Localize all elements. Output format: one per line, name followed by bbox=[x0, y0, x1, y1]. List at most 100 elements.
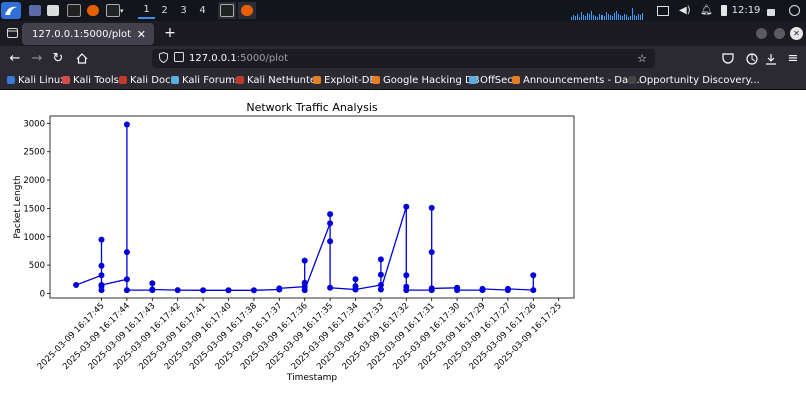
workspace-3[interactable]: 3 bbox=[180, 5, 187, 16]
back-button[interactable]: ← bbox=[9, 50, 21, 66]
reload-button[interactable]: ↻ bbox=[52, 50, 64, 66]
y-axis: 0 500 1000 1500 2000 2500 3000 bbox=[23, 119, 50, 299]
desktop-icon[interactable] bbox=[29, 2, 41, 19]
bookmark-star-icon[interactable]: ☆ bbox=[637, 52, 647, 65]
workspace-4[interactable]: 4 bbox=[199, 5, 206, 16]
bookmark-label: Announcements - Das... bbox=[523, 74, 643, 86]
data-point bbox=[352, 276, 359, 283]
bookmark-kali-linux[interactable]: Kali Linux bbox=[7, 73, 66, 87]
clock[interactable]: 12:19 bbox=[731, 5, 761, 16]
bookmark-kali-nethunter[interactable]: Kali NetHunter bbox=[236, 73, 320, 87]
firefox-icon[interactable] bbox=[238, 2, 256, 19]
y-tick-label: 1000 bbox=[23, 233, 45, 243]
data-point bbox=[377, 271, 384, 278]
data-point bbox=[301, 287, 308, 294]
bookmark-favicon-icon bbox=[236, 76, 244, 84]
data-point bbox=[98, 272, 105, 279]
home-button[interactable] bbox=[75, 51, 89, 65]
browser-tab[interactable]: 127.0.0.1:5000/plot ✕ bbox=[22, 23, 154, 45]
bookmark-kali-docs[interactable]: Kali Docs bbox=[119, 73, 176, 87]
data-point bbox=[98, 282, 105, 288]
bookmark-kali-tools[interactable]: Kali Tools bbox=[62, 73, 119, 87]
url-path: :5000/plot bbox=[236, 53, 289, 64]
data-point bbox=[428, 249, 435, 256]
data-point bbox=[98, 236, 105, 243]
data-point bbox=[301, 257, 308, 264]
terminal-icon[interactable] bbox=[218, 2, 236, 19]
data-point bbox=[174, 287, 181, 294]
y-tick-label: 500 bbox=[29, 261, 45, 271]
shield-icon[interactable] bbox=[159, 51, 169, 66]
page-info-icon[interactable] bbox=[174, 52, 184, 65]
navigation-bar: ← → ↻ 127.0.0.1:5000/plot ☆ ≡ bbox=[0, 46, 806, 71]
tab-title: 127.0.0.1:5000/plot bbox=[32, 28, 132, 40]
y-tick-label: 2500 bbox=[23, 148, 45, 158]
hamburger-menu-icon[interactable]: ≡ bbox=[787, 50, 799, 66]
data-point bbox=[403, 203, 410, 210]
bookmark-label: OffSec bbox=[480, 74, 513, 86]
display-icon[interactable] bbox=[657, 2, 669, 19]
new-tab-button[interactable]: + bbox=[164, 25, 176, 41]
data-point bbox=[454, 287, 461, 294]
x-axis-label: Timestamp bbox=[286, 373, 338, 383]
data-point bbox=[403, 272, 410, 279]
data-point bbox=[327, 211, 334, 218]
data-point bbox=[377, 256, 384, 263]
url-bar[interactable]: 127.0.0.1:5000/plot ☆ bbox=[152, 49, 655, 68]
data-point bbox=[123, 287, 130, 294]
data-point bbox=[403, 287, 410, 294]
chevron-down-icon[interactable]: ▾ bbox=[120, 6, 124, 15]
lock-icon[interactable] bbox=[767, 2, 775, 19]
bookmark-label: Kali Forums bbox=[182, 74, 241, 86]
data-point bbox=[327, 238, 334, 245]
data-point bbox=[149, 280, 156, 287]
terminal-icon[interactable] bbox=[106, 2, 120, 19]
bookmark-favicon-icon bbox=[7, 76, 15, 84]
file-manager-icon[interactable] bbox=[47, 2, 59, 19]
power-icon[interactable] bbox=[789, 2, 800, 19]
data-point bbox=[123, 276, 130, 283]
bookmark-exploit-db[interactable]: Exploit-DB bbox=[313, 73, 376, 87]
window-close-button[interactable]: ✕ bbox=[790, 27, 803, 40]
pocket-icon[interactable] bbox=[721, 52, 735, 65]
bookmark-label: Kali Tools bbox=[73, 74, 119, 86]
bookmark-label: Kali Linux bbox=[18, 74, 67, 86]
bookmark-label: Opportunity Discovery... bbox=[639, 74, 760, 86]
bookmark-announcements-das[interactable]: Announcements - Das... bbox=[512, 73, 643, 87]
workspace-1[interactable]: 1 bbox=[138, 2, 155, 19]
bookmark-favicon-icon bbox=[512, 76, 520, 84]
data-point bbox=[377, 286, 384, 293]
close-icon[interactable]: ✕ bbox=[136, 27, 146, 41]
firefox-icon[interactable] bbox=[87, 2, 99, 19]
minimize-button[interactable] bbox=[756, 28, 767, 39]
data-point bbox=[504, 285, 511, 292]
extensions-icon[interactable] bbox=[745, 52, 759, 65]
bookmark-favicon-icon bbox=[171, 76, 179, 84]
bookmark-favicon-icon bbox=[628, 76, 636, 84]
volume-icon[interactable]: ◀) bbox=[679, 5, 691, 16]
workspace-2[interactable]: 2 bbox=[161, 5, 168, 16]
data-point bbox=[123, 249, 130, 256]
kali-menu-icon[interactable] bbox=[1, 2, 21, 19]
bookmark-offsec[interactable]: OffSec bbox=[469, 73, 513, 87]
bookmark-favicon-icon bbox=[469, 76, 477, 84]
bookmark-google-hacking-db[interactable]: Google Hacking DB bbox=[372, 73, 480, 87]
system-panel: ▾ 1 2 3 4 ◀) 🔔︎ 12:19 bbox=[0, 0, 806, 21]
data-point bbox=[250, 287, 257, 294]
forward-button[interactable]: → bbox=[31, 50, 43, 66]
data-series bbox=[73, 121, 537, 294]
chart-title: Network Traffic Analysis bbox=[246, 101, 378, 114]
terminal-icon[interactable] bbox=[67, 2, 81, 19]
data-point bbox=[149, 286, 156, 293]
maximize-button[interactable] bbox=[774, 28, 785, 39]
bookmark-kali-forums[interactable]: Kali Forums bbox=[171, 73, 240, 87]
data-point bbox=[327, 220, 334, 227]
bookmark-opportunity-discovery[interactable]: Opportunity Discovery... bbox=[628, 73, 760, 87]
battery-icon[interactable] bbox=[721, 2, 727, 19]
download-icon[interactable] bbox=[764, 52, 778, 65]
notification-bell-icon[interactable]: 🔔︎ bbox=[700, 5, 713, 16]
data-point bbox=[428, 285, 435, 292]
tab-overview-icon[interactable] bbox=[6, 27, 18, 39]
data-point bbox=[479, 285, 486, 292]
